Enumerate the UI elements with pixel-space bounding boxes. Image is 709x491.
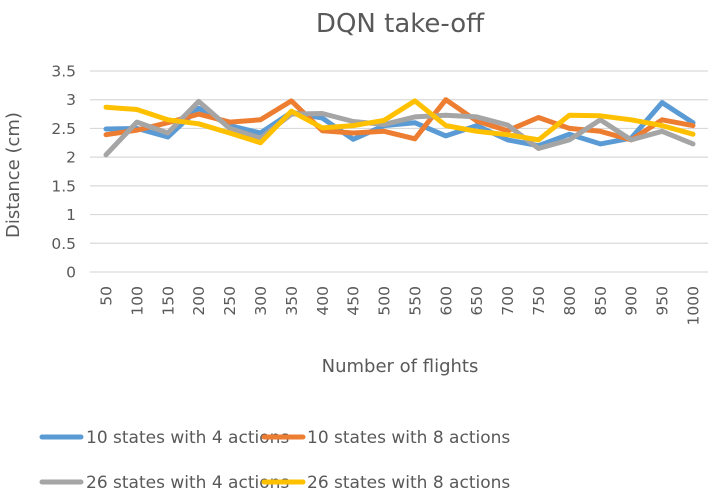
y-tick-label: 0.5	[51, 235, 76, 253]
x-tick-label: 800	[561, 286, 579, 316]
x-tick-label: 900	[623, 286, 641, 316]
y-tick-label: 2.5	[51, 120, 76, 138]
x-tick-label: 450	[345, 286, 363, 316]
legend-item: 26 states with 4 actions	[39, 473, 289, 491]
legend-item: 26 states with 8 actions	[261, 473, 510, 491]
series-line-2	[103, 97, 696, 143]
gridlines	[90, 70, 708, 273]
x-tick-label: 400	[314, 286, 332, 316]
series-line-1	[103, 100, 696, 149]
x-tick-label: 750	[530, 286, 548, 316]
legend-label: 10 states with 8 actions	[307, 428, 510, 448]
x-tick-label: 100	[128, 286, 146, 316]
y-tick-label: 3.5	[51, 63, 76, 81]
series-line-4	[103, 98, 696, 146]
y-axis-ticks: 0 0.5 1 1.5 2 2.5 3 3.5	[51, 63, 76, 282]
x-tick-label: 550	[406, 286, 424, 316]
x-tick-label: 50	[98, 286, 116, 306]
y-tick-label: 1.5	[51, 177, 76, 195]
y-tick-label: 0	[66, 264, 76, 282]
series-lines	[103, 97, 696, 158]
x-axis-title: Number of flights	[322, 356, 479, 377]
y-tick-label: 1	[66, 206, 76, 224]
x-tick-label: 1000	[685, 286, 703, 325]
legend-label: 10 states with 4 actions	[86, 428, 289, 448]
x-tick-label: 700	[499, 286, 517, 316]
chart-title: DQN take-off	[316, 9, 485, 39]
x-tick-label: 850	[592, 286, 610, 316]
x-tick-label: 500	[376, 286, 394, 316]
legend-item: 10 states with 8 actions	[261, 428, 510, 448]
legend-item: 10 states with 4 actions	[39, 428, 289, 448]
y-tick-label: 3	[66, 91, 76, 109]
legend: 10 states with 4 actions 10 states with 8…	[39, 428, 510, 491]
x-tick-label: 200	[190, 286, 208, 316]
series-line-3	[103, 98, 696, 158]
x-tick-label: 350	[283, 286, 301, 316]
legend-label: 26 states with 8 actions	[307, 473, 510, 491]
y-tick-label: 2	[66, 149, 76, 167]
x-tick-label: 250	[221, 286, 239, 316]
x-tick-label: 150	[159, 286, 177, 316]
x-tick-label: 950	[654, 286, 672, 316]
x-tick-label: 300	[252, 286, 270, 316]
x-axis-ticks: 50 100 150 200 250 300 350 400 450 500 550 600 650 70…	[98, 286, 703, 325]
x-tick-label: 600	[437, 286, 455, 316]
y-axis-title: Distance (cm)	[3, 112, 24, 238]
x-tick-label: 650	[468, 286, 486, 316]
legend-label: 26 states with 4 actions	[86, 473, 289, 491]
